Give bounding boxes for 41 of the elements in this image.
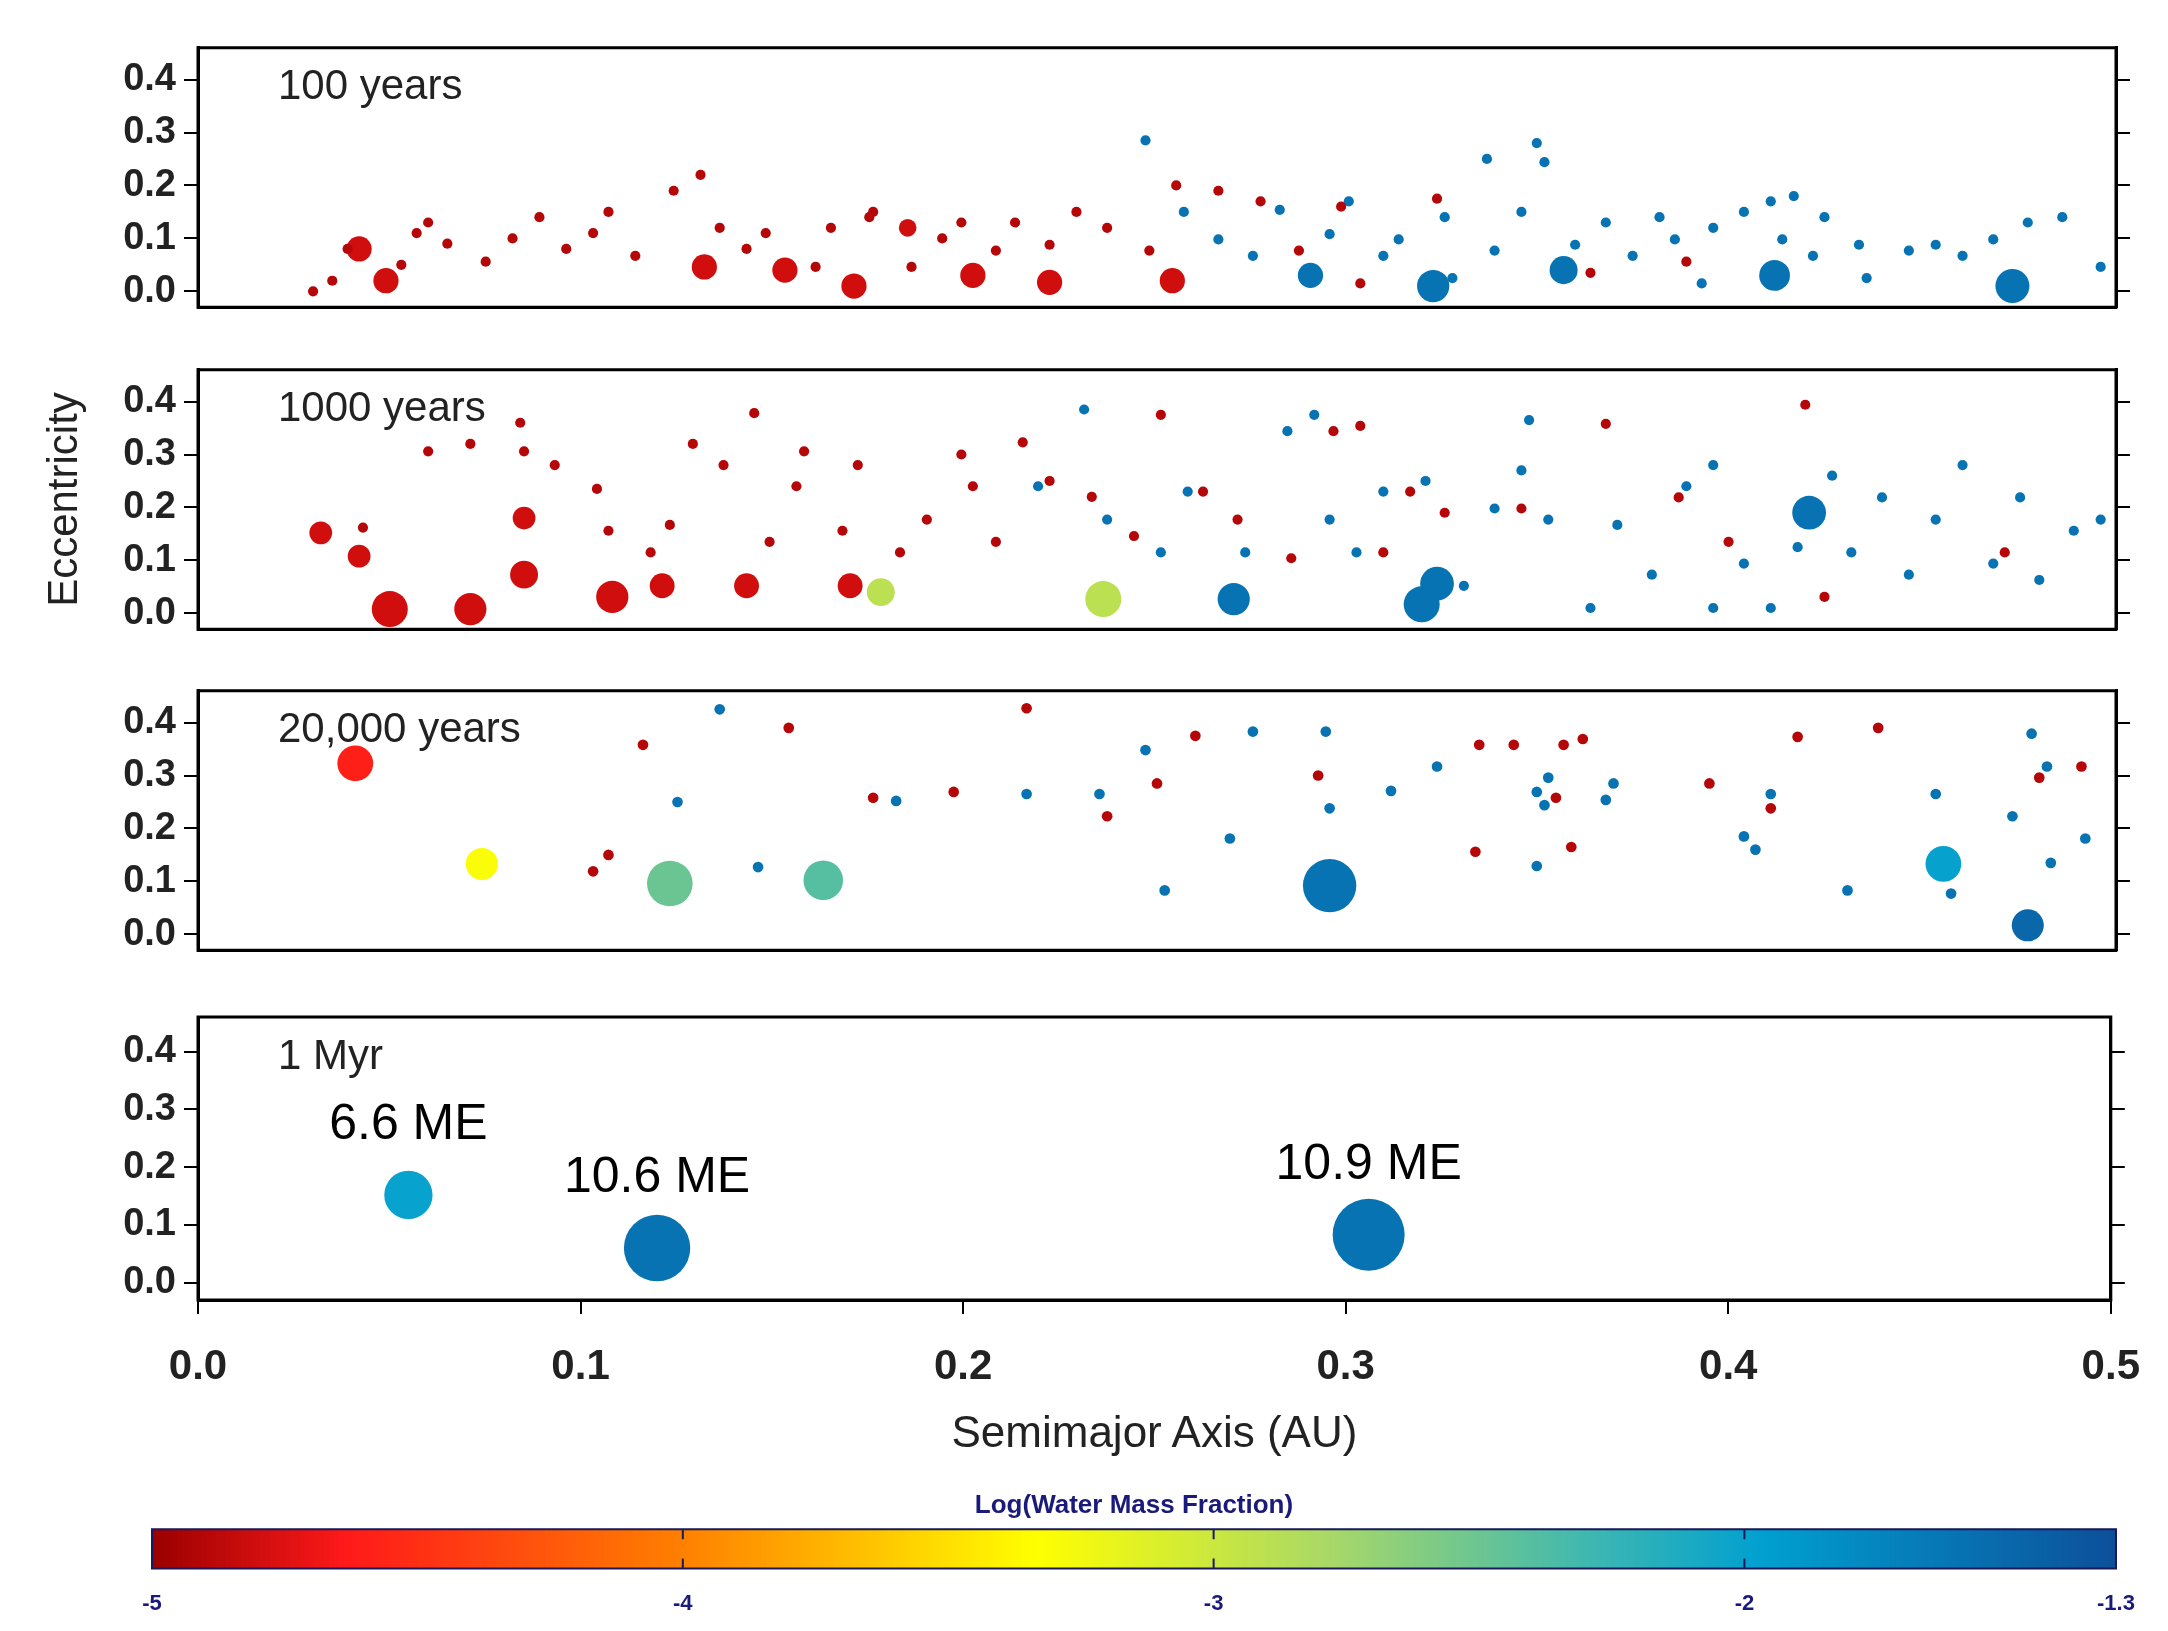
y-tick-label: 0.1 [123,214,176,257]
chart-title: 1 Myr [278,1030,384,1078]
color-bar-label: -3 [1203,1589,1224,1615]
y-tick-label: 0.0 [123,1259,176,1302]
y-tick-label: 0.2 [123,483,176,526]
color-bar-title: Log(Water Mass Fraction) [974,1488,1294,1519]
color-bar-label: -2 [1734,1589,1755,1615]
annotation: 10.9 ME [1275,1133,1462,1190]
x-tick-label: 0.2 [933,1340,993,1388]
color-bar-label: -1.3 [2097,1589,2135,1615]
x-tick-label: 0.0 [168,1340,228,1388]
color-bar-label: -5 [142,1589,162,1615]
annotation: 6.6 ME [329,1093,488,1150]
annotation: 10.6 ME [563,1146,751,1203]
chart-title: 1000 years [278,383,486,431]
y-tick-label: 0.2 [123,1143,176,1186]
y-tick-label: 0.3 [123,430,176,473]
y-tick-label: 0.4 [123,1028,176,1071]
y-tick-label: 0.1 [123,1201,176,1244]
y-tick-label: 0.0 [123,589,176,632]
chart-title: 100 years [278,61,463,109]
x-tick-label: 0.3 [1316,1340,1375,1388]
y-tick-label: 0.3 [123,1085,176,1128]
x-tick-label: 0.1 [551,1340,610,1388]
y-tick-label: 0.2 [123,161,176,204]
chart-title: 20,000 years [278,704,521,752]
color-bar-label: -4 [673,1589,694,1615]
y-tick-label: 0.3 [123,108,176,151]
y-tick-label: 0.0 [123,267,176,310]
y-tick-label: 0.4 [123,56,176,99]
y-tick-label: 0.0 [123,910,176,953]
y-axis-title: Eccentricity [38,392,86,607]
y-tick-label: 0.1 [123,536,176,579]
y-tick-label: 0.2 [123,804,176,847]
x-axis-title: Semimajor Axis (AU) [951,1406,1358,1456]
y-tick-label: 0.4 [123,699,176,742]
x-tick-label: 0.4 [1699,1340,1759,1388]
y-tick-label: 0.1 [123,857,176,900]
y-tick-label: 0.3 [123,751,176,794]
x-tick-label: 0.5 [2081,1340,2140,1388]
y-tick-label: 0.4 [123,378,176,421]
